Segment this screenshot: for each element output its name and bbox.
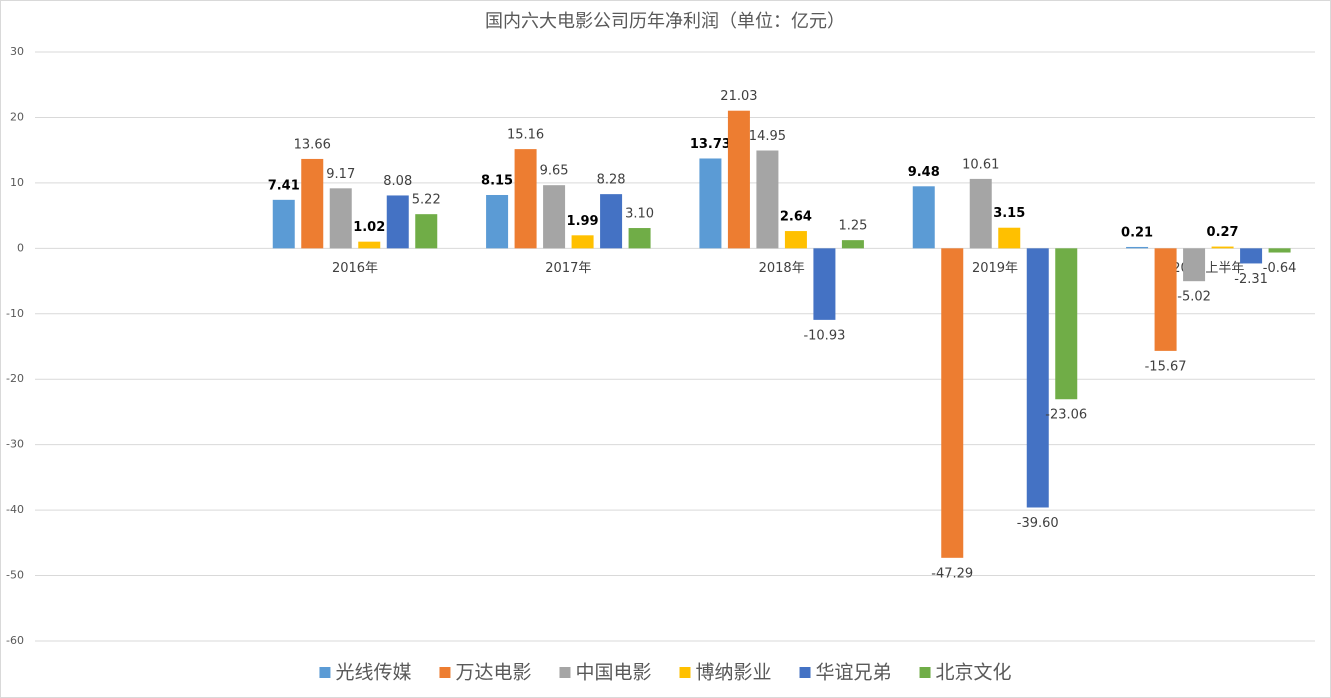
value-label: 1.99 xyxy=(567,214,599,229)
bar xyxy=(600,194,623,249)
bar xyxy=(628,228,651,249)
value-label: 3.15 xyxy=(993,206,1025,221)
value-label: 8.08 xyxy=(383,174,412,189)
value-label: -2.31 xyxy=(1234,272,1268,287)
y-tick-label: -60 xyxy=(6,634,24,647)
y-tick-label: 10 xyxy=(10,176,24,189)
bar xyxy=(571,235,594,249)
value-label: 1.25 xyxy=(838,219,867,234)
bar xyxy=(1154,248,1177,351)
bar xyxy=(301,158,324,249)
value-label: 9.17 xyxy=(326,167,355,182)
bar xyxy=(784,231,807,249)
y-tick-label: -20 xyxy=(6,372,24,385)
legend-swatch xyxy=(559,667,571,678)
value-label: 15.16 xyxy=(507,128,544,143)
x-tick-label: 2017年 xyxy=(545,261,591,276)
x-tick-label: 2019年 xyxy=(972,261,1018,276)
legend-label: 光线传媒 xyxy=(335,662,411,684)
y-tick-label: 0 xyxy=(17,241,24,254)
value-label: 5.22 xyxy=(412,193,441,208)
bar xyxy=(329,188,352,249)
bar xyxy=(486,194,509,249)
y-tick-label: -50 xyxy=(6,569,24,582)
value-label: 10.61 xyxy=(962,157,999,172)
bar xyxy=(912,186,935,249)
bar xyxy=(1240,248,1263,264)
bar xyxy=(386,195,409,249)
bar xyxy=(543,185,566,249)
bar xyxy=(941,248,964,558)
value-label: 13.73 xyxy=(690,137,731,152)
value-label: 8.15 xyxy=(481,173,513,188)
y-tick-label: -40 xyxy=(6,503,24,516)
value-label: 1.02 xyxy=(353,220,385,235)
legend-swatch xyxy=(679,667,691,678)
legend-label: 北京文化 xyxy=(936,662,1012,684)
value-label: 8.28 xyxy=(597,173,626,188)
value-label: -5.02 xyxy=(1177,290,1211,305)
value-label: 14.95 xyxy=(749,129,786,144)
bar xyxy=(1211,246,1234,249)
bar xyxy=(1126,246,1149,249)
value-label: -23.06 xyxy=(1045,408,1087,423)
value-label: 3.10 xyxy=(625,207,654,222)
value-label: -39.60 xyxy=(1017,516,1059,531)
bar xyxy=(1268,248,1291,253)
y-tick-label: 30 xyxy=(10,45,24,58)
bar xyxy=(699,158,722,249)
bar xyxy=(813,248,836,320)
bar xyxy=(727,110,750,249)
value-label: 13.66 xyxy=(294,137,331,152)
value-label: -0.64 xyxy=(1263,261,1297,276)
x-tick-label: 2016年 xyxy=(332,261,378,276)
bar xyxy=(756,150,779,249)
x-tick-label: 2018年 xyxy=(759,261,805,276)
chart-title: 国内六大电影公司历年净利润（单位：亿元） xyxy=(485,11,845,32)
legend-swatch xyxy=(319,667,331,678)
bar xyxy=(1183,248,1206,282)
bar xyxy=(415,214,438,249)
bar xyxy=(272,199,295,249)
y-tick-label: 20 xyxy=(10,110,24,123)
bar xyxy=(841,240,864,249)
value-label: -47.29 xyxy=(931,566,973,581)
value-label: 9.48 xyxy=(908,165,940,180)
legend-label: 万达电影 xyxy=(455,662,531,684)
legend: 光线传媒 万达电影 中国电影 博纳影业 华谊兄弟 北京文化 xyxy=(319,662,1012,684)
legend-swatch xyxy=(799,667,811,678)
legend-label: 博纳影业 xyxy=(696,662,772,684)
legend-swatch xyxy=(439,667,451,678)
bar xyxy=(1055,248,1078,400)
legend-swatch xyxy=(919,667,931,678)
value-label: 0.27 xyxy=(1207,225,1239,240)
y-tick-label: -30 xyxy=(6,438,24,451)
bar xyxy=(514,149,537,249)
legend-label: 华谊兄弟 xyxy=(816,662,892,684)
value-label: 2.64 xyxy=(780,210,812,225)
value-label: 21.03 xyxy=(720,89,757,104)
bar xyxy=(998,227,1021,249)
value-label: 9.65 xyxy=(540,164,569,179)
y-tick-label: -10 xyxy=(6,307,24,320)
bar xyxy=(1026,248,1049,508)
value-label: -15.67 xyxy=(1145,359,1187,374)
value-label: -10.93 xyxy=(803,328,845,343)
legend-label: 中国电影 xyxy=(575,662,651,684)
value-label: 0.21 xyxy=(1121,225,1153,240)
bar xyxy=(969,178,992,249)
bar xyxy=(358,241,381,249)
value-label: 7.41 xyxy=(268,178,300,193)
